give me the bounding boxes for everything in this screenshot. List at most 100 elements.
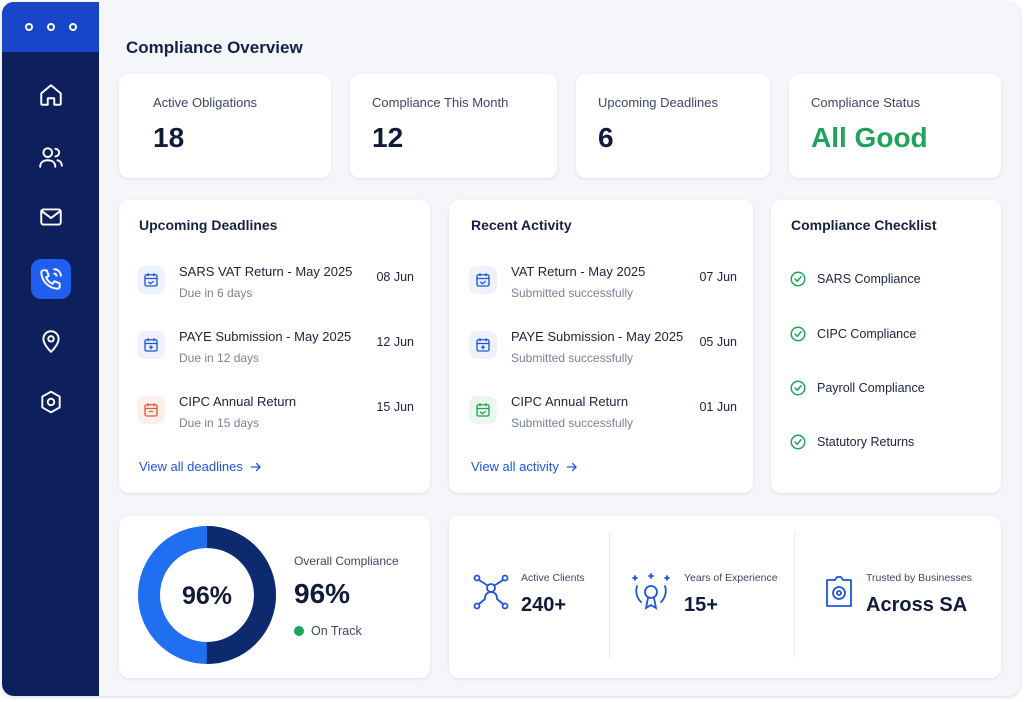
metric-trusted-businesses: Trusted by Businesses Across SA: [794, 516, 1001, 666]
checklist-label: Payroll Compliance: [817, 381, 925, 395]
location-icon: [41, 330, 60, 354]
view-all-deadlines-link[interactable]: View all deadlines: [139, 459, 263, 474]
list-item[interactable]: PAYE Submission - May 2025 Submitted suc…: [469, 329, 737, 373]
recent-activity-card: Recent Activity VAT Return - May 2025 Su…: [449, 200, 753, 493]
sidebar-item-users[interactable]: [31, 137, 71, 177]
calendar-check-icon: [469, 396, 497, 424]
overall-label: Overall Compliance: [294, 554, 399, 568]
stat-value: 6: [598, 122, 614, 153]
sidebar-item-phone[interactable]: [30, 259, 71, 299]
item-subtitle: Submitted successfully: [511, 351, 634, 365]
item-title: PAYE Submission - May 2025: [511, 329, 684, 344]
sidebar-header: [2, 2, 99, 52]
phone-icon: [39, 268, 62, 290]
stat-label: Active Obligations: [153, 95, 258, 110]
item-subtitle: Due in 15 days: [179, 416, 260, 430]
metric-label: Trusted by Businesses: [866, 572, 972, 584]
view-all-activity-link[interactable]: View all activity: [471, 459, 579, 474]
checklist-label: SARS Compliance: [817, 272, 921, 286]
stat-value: 12: [372, 122, 404, 153]
shield-icon: [826, 576, 852, 607]
calendar-check-icon: [469, 331, 497, 359]
overall-compliance-card: 96% Overall Compliance 96% On Track: [119, 516, 430, 678]
metric-label: Active Clients: [521, 572, 585, 584]
item-title: PAYE Submission - May 2025: [179, 329, 352, 344]
stat-card-compliance-this-month: Compliance This Month 12: [350, 74, 557, 178]
check-circle-icon: [790, 271, 806, 287]
donut-center-label: 96%: [182, 582, 232, 610]
logo-dot: [46, 23, 55, 31]
compliance-checklist-card: Compliance Checklist SARS Compliance CIP…: [771, 200, 1001, 493]
item-date: 08 Jun: [376, 270, 414, 284]
check-circle-icon: [790, 434, 806, 450]
card-title: Compliance Checklist: [791, 217, 937, 233]
stat-card-upcoming-deadlines: Upcoming Deadlines 6: [576, 74, 770, 178]
arrow-right-icon: [566, 462, 577, 471]
item-date: 07 Jun: [699, 270, 737, 284]
item-date: 05 Jun: [699, 335, 737, 349]
item-subtitle: Submitted successfully: [511, 416, 634, 430]
metric-value: 15+: [684, 594, 718, 616]
item-date: 01 Jun: [699, 400, 737, 414]
sidebar-item-home[interactable]: [31, 75, 71, 115]
status-value: All Good: [811, 122, 928, 153]
list-item[interactable]: CIPC Annual Return Submitted successfull…: [469, 394, 737, 438]
logo-dot: [24, 23, 33, 31]
list-item[interactable]: PAYE Submission - May 2025 Due in 12 day…: [137, 329, 414, 373]
home-icon: [39, 84, 62, 106]
award-icon: [632, 573, 670, 610]
item-title: VAT Return - May 2025: [511, 264, 646, 279]
status-dot: [294, 626, 304, 636]
link-label: View all deadlines: [139, 459, 243, 474]
metric-label: Years of Experience: [684, 572, 778, 584]
checklist-label: Statutory Returns: [817, 435, 915, 449]
sidebar-item-mail[interactable]: [31, 197, 71, 237]
item-title: CIPC Annual Return: [179, 394, 297, 409]
donut-progress-arc: [138, 526, 276, 664]
metric-active-clients: Active Clients 240+: [449, 516, 609, 666]
stat-card-active-obligations: Active Obligations 18: [119, 74, 331, 178]
card-title: Upcoming Deadlines: [139, 217, 278, 233]
checklist-item: Payroll Compliance: [789, 379, 925, 397]
item-date: 12 Jun: [376, 335, 414, 349]
status-text: On Track: [311, 624, 362, 638]
link-label: View all activity: [471, 459, 559, 474]
upcoming-deadlines-card: Upcoming Deadlines SARS VAT Return - May…: [119, 200, 430, 493]
page-title: Compliance Overview: [126, 38, 303, 57]
list-item[interactable]: SARS VAT Return - May 2025 Due in 6 days…: [137, 264, 414, 308]
metric-value: 240+: [521, 594, 567, 616]
calendar-icon: [137, 396, 165, 424]
checklist-item: SARS Compliance: [789, 270, 921, 288]
item-title: SARS VAT Return - May 2025: [179, 264, 353, 279]
sidebar: [2, 2, 99, 696]
stat-value: 18: [153, 122, 185, 153]
list-item[interactable]: VAT Return - May 2025 Submitted successf…: [469, 264, 737, 308]
calendar-check-icon: [469, 266, 497, 294]
metrics-card: Active Clients 240+ Years of Experience …: [449, 516, 1001, 678]
item-date: 15 Jun: [376, 400, 414, 414]
check-circle-icon: [790, 326, 806, 342]
metric-value: Across SA: [866, 594, 968, 616]
arrow-right-icon: [250, 462, 261, 471]
stat-label: Upcoming Deadlines: [598, 95, 718, 110]
stat-label: Compliance This Month: [372, 95, 509, 110]
stat-card-compliance-status: Compliance Status All Good: [789, 74, 1001, 178]
calendar-icon: [137, 331, 165, 359]
card-title: Recent Activity: [471, 217, 572, 233]
stat-label: Compliance Status: [811, 95, 921, 110]
item-subtitle: Due in 6 days: [179, 286, 253, 300]
status-badge: On Track: [294, 624, 362, 638]
item-subtitle: Submitted successfully: [511, 286, 634, 300]
compliance-donut: 96%: [138, 526, 276, 664]
checklist-item: CIPC Compliance: [789, 325, 916, 343]
logo-dot: [68, 23, 77, 31]
mail-icon: [39, 208, 62, 226]
divider: [794, 532, 795, 658]
list-item[interactable]: CIPC Annual Return Due in 15 days 15 Jun: [137, 394, 414, 438]
checklist-label: CIPC Compliance: [817, 327, 917, 341]
network-icon: [473, 574, 509, 610]
users-icon: [38, 147, 63, 168]
sidebar-item-location[interactable]: [31, 321, 71, 361]
checklist-item: Statutory Returns: [789, 433, 914, 451]
sidebar-item-settings[interactable]: [31, 382, 71, 422]
